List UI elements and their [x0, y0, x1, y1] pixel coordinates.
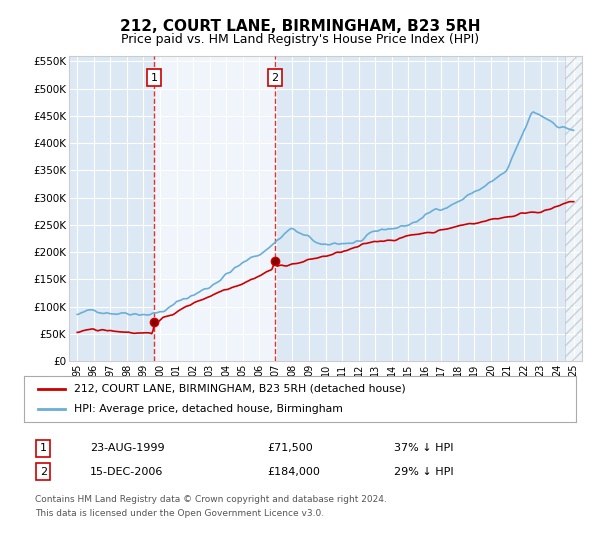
Text: Price paid vs. HM Land Registry's House Price Index (HPI): Price paid vs. HM Land Registry's House … — [121, 32, 479, 46]
Text: £184,000: £184,000 — [267, 467, 320, 477]
Text: This data is licensed under the Open Government Licence v3.0.: This data is licensed under the Open Gov… — [35, 509, 324, 518]
Text: 15-DEC-2006: 15-DEC-2006 — [90, 467, 164, 477]
Text: Contains HM Land Registry data © Crown copyright and database right 2024.: Contains HM Land Registry data © Crown c… — [35, 494, 387, 503]
Text: 212, COURT LANE, BIRMINGHAM, B23 5RH (detached house): 212, COURT LANE, BIRMINGHAM, B23 5RH (de… — [74, 384, 406, 394]
Bar — [154, 56, 275, 361]
Text: 1: 1 — [151, 73, 158, 83]
Text: 37% ↓ HPI: 37% ↓ HPI — [394, 443, 454, 453]
Text: £71,500: £71,500 — [267, 443, 313, 453]
Text: HPI: Average price, detached house, Birmingham: HPI: Average price, detached house, Birm… — [74, 404, 343, 414]
Text: 1: 1 — [40, 443, 47, 453]
Text: 212, COURT LANE, BIRMINGHAM, B23 5RH: 212, COURT LANE, BIRMINGHAM, B23 5RH — [120, 20, 480, 34]
Text: 29% ↓ HPI: 29% ↓ HPI — [394, 467, 454, 477]
Text: 2: 2 — [271, 73, 278, 83]
Text: 23-AUG-1999: 23-AUG-1999 — [90, 443, 165, 453]
Text: 2: 2 — [40, 467, 47, 477]
